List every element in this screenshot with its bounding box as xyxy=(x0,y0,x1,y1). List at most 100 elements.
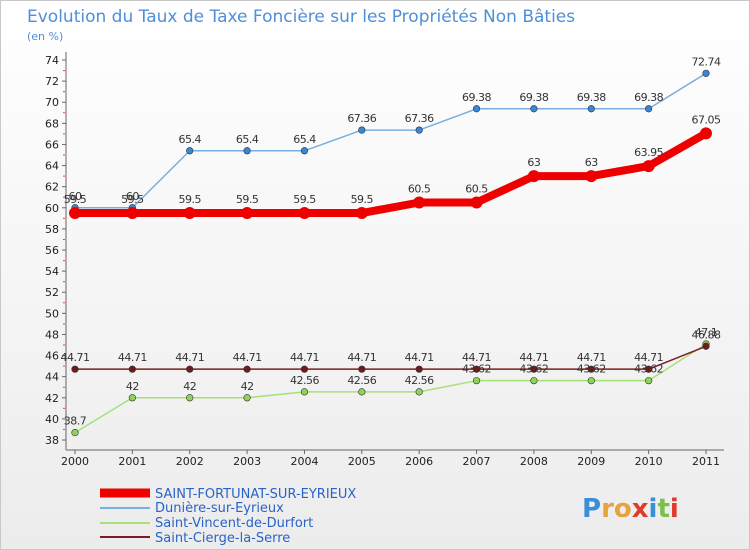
y-tick-label: 66 xyxy=(45,138,59,151)
logo-letter-r: r xyxy=(601,494,614,524)
data-point-saint-cierge-la-serre xyxy=(128,365,136,373)
y-tick-label: 38 xyxy=(45,434,59,447)
data-point-saint-vincent-de-durfort xyxy=(415,388,423,396)
proxiti-logo: Proxiti xyxy=(582,494,679,524)
y-tick-label: 62 xyxy=(45,181,59,194)
data-point-duniere-sur-eyrieux xyxy=(702,69,710,77)
data-point-duniere-sur-eyrieux xyxy=(587,105,595,113)
data-point-saint-cierge-la-serre xyxy=(645,365,653,373)
y-tick-label: 70 xyxy=(45,96,59,109)
logo-letter-i: i xyxy=(649,494,658,524)
legend-label-saint-cierge: Saint-Cierge-la-Serre xyxy=(155,531,290,546)
data-label-saint-vincent-de-durfort: 47.1 xyxy=(695,326,718,339)
data-point-saint-cierge-la-serre xyxy=(472,365,481,373)
axes xyxy=(65,52,724,451)
y-tick-label: 64 xyxy=(45,160,59,173)
data-point-saint-vincent-de-durfort xyxy=(186,394,194,402)
x-tick-label: 2008 xyxy=(520,455,548,468)
y-tick-label: 46 xyxy=(45,350,59,363)
data-point-saint-vincent-de-durfort xyxy=(243,394,251,402)
data-label-duniere-sur-eyrieux: 65.4 xyxy=(293,133,316,146)
data-point-duniere-sur-eyrieux xyxy=(358,126,366,134)
data-label-saint-vincent-de-durfort: 42 xyxy=(183,380,196,393)
data-point-saint-fortunat-sur-eyrieux xyxy=(413,196,426,209)
y-tick-label: 40 xyxy=(45,413,59,426)
x-tick-label: 2010 xyxy=(635,455,663,468)
data-point-saint-fortunat-sur-eyrieux xyxy=(355,207,368,220)
data-labels: 38.7 42 42 42 42.56 42.56 42.56 43.62 43.62 43.62… xyxy=(61,55,722,427)
series-line-duniere-sur-eyrieux xyxy=(74,72,707,209)
data-label-saint-cierge-la-serre: 44.71 xyxy=(577,351,606,364)
data-point-saint-fortunat-sur-eyrieux xyxy=(183,207,196,220)
y-tick-label: 56 xyxy=(45,244,59,257)
data-label-saint-vincent-de-durfort: 42.56 xyxy=(347,374,376,387)
data-label-saint-fortunat-sur-eyrieux: 59.5 xyxy=(351,193,374,206)
y-tick-label: 48 xyxy=(45,328,59,341)
x-tick-label: 2004 xyxy=(290,455,318,468)
x-tick-label: 2002 xyxy=(176,455,204,468)
x-tick-label: 2007 xyxy=(463,455,491,468)
data-label-duniere-sur-eyrieux: 65.4 xyxy=(178,133,201,146)
y-tick-label: 44 xyxy=(45,371,59,384)
data-point-saint-fortunat-sur-eyrieux xyxy=(298,207,311,220)
data-point-duniere-sur-eyrieux xyxy=(415,126,423,134)
data-label-saint-cierge-la-serre: 46.88 xyxy=(692,328,721,341)
data-label-saint-cierge-la-serre: 44.71 xyxy=(290,351,319,364)
data-label-duniere-sur-eyrieux: 60 xyxy=(69,190,82,203)
data-point-saint-fortunat-sur-eyrieux xyxy=(69,207,81,220)
data-label-saint-fortunat-sur-eyrieux: 63 xyxy=(585,156,598,169)
data-label-duniere-sur-eyrieux: 69.38 xyxy=(577,91,606,104)
data-point-saint-cierge-la-serre xyxy=(186,365,194,373)
data-label-saint-fortunat-sur-eyrieux: 63.95 xyxy=(634,146,663,159)
data-label-saint-cierge-la-serre: 44.71 xyxy=(118,351,147,364)
x-tick-label: 2009 xyxy=(577,455,605,468)
data-point-saint-vincent-de-durfort xyxy=(300,388,309,396)
data-label-saint-cierge-la-serre: 44.71 xyxy=(347,351,376,364)
logo-letter-t: t xyxy=(657,494,669,524)
data-label-duniere-sur-eyrieux: 69.38 xyxy=(634,91,663,104)
data-point-saint-cierge-la-serre xyxy=(587,365,595,373)
data-label-saint-vincent-de-durfort: 43.62 xyxy=(634,363,663,376)
chart-title: Evolution du Taux de Taxe Foncière sur l… xyxy=(27,7,575,27)
y-axis-ticks: 38 40 42 44 46 48 50 52 54 56 58 60 62 64 66 68 70 72 74 xyxy=(45,54,66,447)
logo-letter-o: o xyxy=(614,494,632,524)
x-tick-label: 2003 xyxy=(233,455,261,468)
legend: SAINT-FORTUNAT-SUR-EYRIEUX Dunière-sur-E… xyxy=(100,487,356,546)
data-label-saint-vincent-de-durfort: 42.56 xyxy=(405,374,434,387)
series-line-saint-vincent-de-durfort xyxy=(74,343,707,434)
data-point-saint-vincent-de-durfort xyxy=(530,377,538,385)
x-tick-label: 2011 xyxy=(692,455,720,468)
data-label-saint-fortunat-sur-eyrieux: 60.5 xyxy=(465,183,488,196)
data-label-saint-cierge-la-serre: 44.71 xyxy=(233,351,262,364)
data-point-saint-vincent-de-durfort xyxy=(71,429,79,437)
data-label-saint-vincent-de-durfort: 42 xyxy=(241,380,254,393)
series-line-saint-fortunat-sur-eyrieux xyxy=(71,129,710,218)
data-label-duniere-sur-eyrieux: 65.4 xyxy=(236,133,259,146)
data-label-saint-fortunat-sur-eyrieux: 59.5 xyxy=(178,193,201,206)
data-point-saint-cierge-la-serre xyxy=(243,365,251,373)
x-tick-label: 2005 xyxy=(348,455,376,468)
data-label-saint-fortunat-sur-eyrieux: 63 xyxy=(527,156,540,169)
data-point-saint-fortunat-sur-eyrieux xyxy=(527,170,540,183)
data-point-saint-vincent-de-durfort xyxy=(128,394,136,402)
data-label-saint-cierge-la-serre: 44.71 xyxy=(634,351,663,364)
y-tick-label: 58 xyxy=(45,223,59,236)
data-point-saint-fortunat-sur-eyrieux xyxy=(642,160,655,173)
data-point-duniere-sur-eyrieux xyxy=(530,105,538,113)
data-label-saint-cierge-la-serre: 44.71 xyxy=(405,351,434,364)
x-tick-label: 2000 xyxy=(61,455,89,468)
data-label-duniere-sur-eyrieux: 60 xyxy=(126,190,139,203)
data-point-duniere-sur-eyrieux xyxy=(300,147,309,155)
data-label-saint-fortunat-sur-eyrieux: 59.5 xyxy=(121,193,144,206)
logo-letter-i2: i xyxy=(670,494,679,524)
data-point-saint-fortunat-sur-eyrieux xyxy=(700,127,712,140)
data-point-saint-cierge-la-serre xyxy=(415,365,423,373)
data-label-saint-cierge-la-serre: 44.71 xyxy=(519,351,548,364)
data-label-saint-fortunat-sur-eyrieux: 67.05 xyxy=(692,113,721,126)
data-point-saint-vincent-de-durfort xyxy=(587,377,595,385)
data-point-saint-vincent-de-durfort xyxy=(645,377,653,385)
data-point-saint-cierge-la-serre xyxy=(358,365,366,373)
data-label-saint-cierge-la-serre: 44.71 xyxy=(462,351,491,364)
